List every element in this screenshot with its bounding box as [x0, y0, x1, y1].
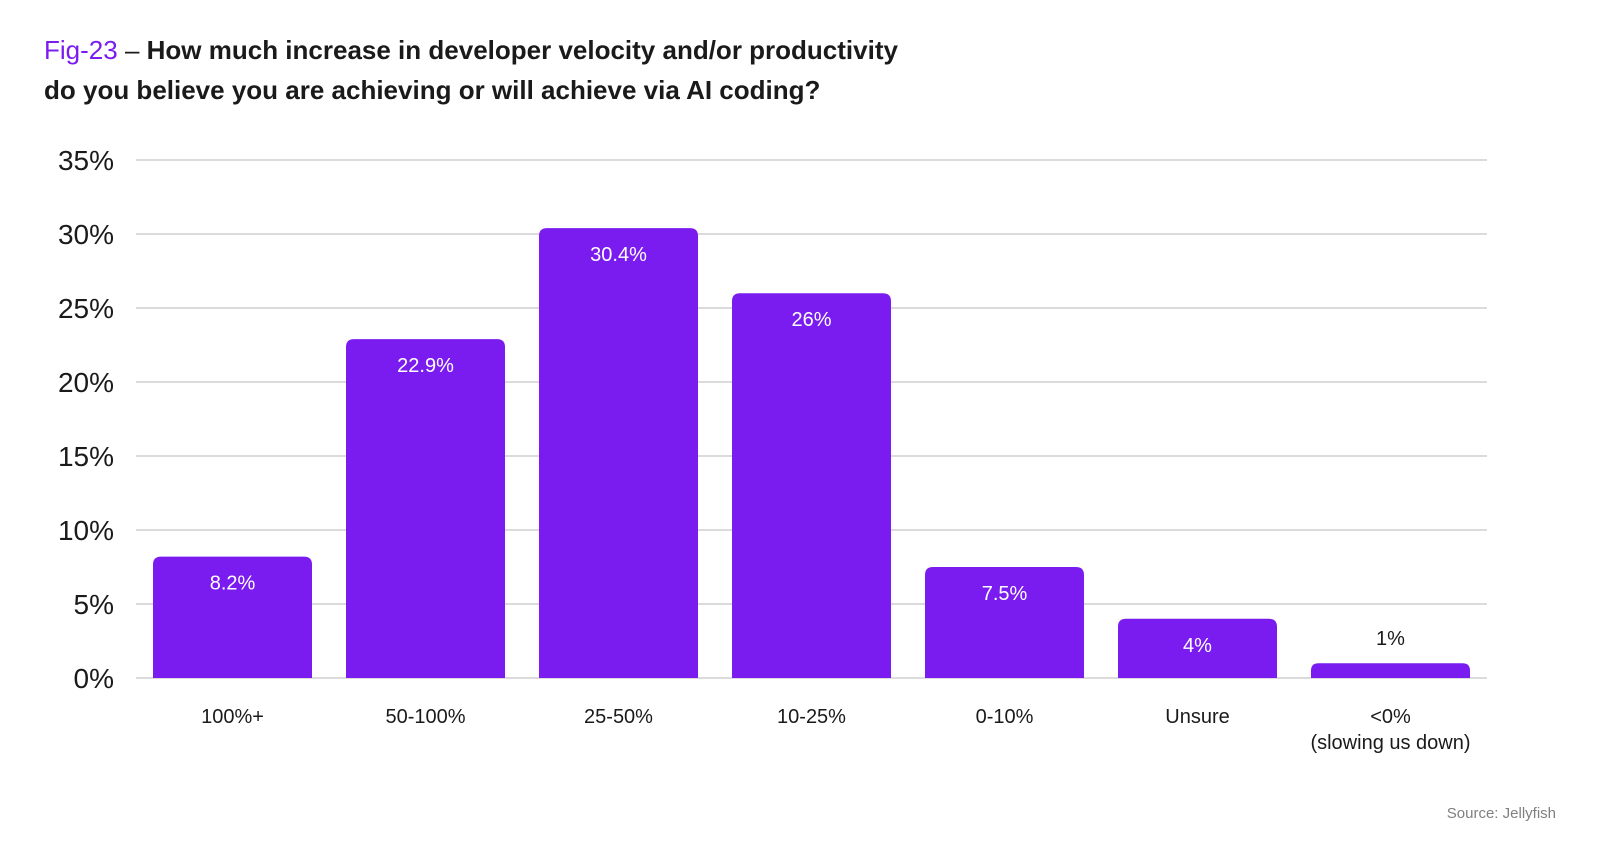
y-tick-label: 30%	[58, 219, 114, 250]
bar	[1311, 663, 1470, 678]
bar	[153, 556, 312, 678]
bar	[539, 228, 698, 678]
x-tick-label: 10-25%	[777, 706, 846, 728]
title-line-2: do you believe you are achieving or will…	[44, 75, 821, 105]
source-note: Source: Jellyfish	[1446, 805, 1556, 822]
y-axis-ticks: 0% 5% 10% 15% 20% 25% 30% 35%	[58, 145, 114, 694]
title-text-1: How much increase in developer velocity …	[146, 35, 898, 65]
data-label: 26%	[791, 309, 831, 331]
bar	[732, 293, 891, 678]
x-tick-label: 0-10%	[976, 706, 1034, 728]
y-tick-label: 5%	[74, 589, 114, 620]
data-label: 8.2%	[210, 573, 256, 595]
bars: 8.2% 22.9% 30.4% 26% 7.5% 4% 1%	[153, 228, 1470, 678]
y-tick-label: 15%	[58, 441, 114, 472]
bar	[1118, 618, 1277, 678]
y-tick-label: 0%	[74, 663, 114, 694]
y-tick-label: 10%	[58, 515, 114, 546]
y-tick-label: 35%	[58, 145, 114, 176]
title-separator: –	[124, 35, 140, 65]
data-label: 30.4%	[590, 244, 647, 266]
data-label: 22.9%	[397, 355, 454, 377]
x-tick-label: 25-50%	[584, 706, 653, 728]
chart-title: Fig-23 – How much increase in developer …	[44, 30, 1144, 110]
x-axis-ticks: 100%+ 50-100% 25-50% 10-25% 0-10% Unsure <0% (s…	[201, 706, 1470, 754]
y-tick-label: 20%	[58, 367, 114, 398]
x-tick-label: Unsure	[1165, 706, 1229, 728]
data-label: 4%	[1183, 635, 1212, 657]
data-label: 1%	[1376, 628, 1405, 650]
title-line-1: Fig-23 – How much increase in developer …	[44, 30, 1144, 70]
x-tick-label: 50-100%	[385, 706, 465, 728]
x-tick-label: 100%+	[201, 706, 264, 728]
bar	[346, 339, 505, 678]
x-tick-label: <0% (slowing us down)	[1310, 706, 1470, 754]
y-tick-label: 25%	[58, 293, 114, 324]
bar	[925, 567, 1084, 678]
figure-label: Fig-23	[44, 35, 118, 65]
data-label: 7.5%	[982, 583, 1028, 605]
